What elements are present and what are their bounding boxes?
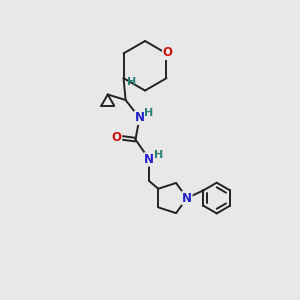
Text: N: N [144,153,154,166]
Text: H: H [154,150,163,161]
Text: O: O [112,131,122,144]
Text: N: N [182,192,192,205]
Text: H: H [127,77,136,87]
Text: O: O [163,46,172,59]
Text: N: N [134,111,144,124]
Text: H: H [144,108,153,118]
